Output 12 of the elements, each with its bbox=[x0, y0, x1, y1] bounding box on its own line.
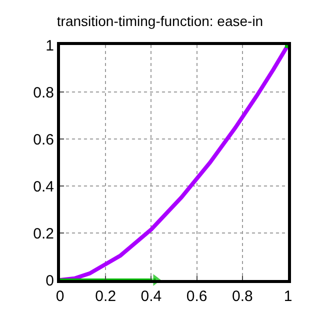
x-tick-label: 0.8 bbox=[232, 288, 253, 305]
chart-title: transition-timing-function: ease-in bbox=[56, 12, 264, 29]
x-tick-label: 0.6 bbox=[186, 288, 208, 305]
x-tick-label: 0.2 bbox=[95, 288, 116, 305]
x-tick-label: 0.4 bbox=[140, 288, 162, 305]
x-tick-label: 1 bbox=[284, 288, 292, 305]
y-tick-label: 1 bbox=[46, 37, 54, 54]
y-tick-label: 0.8 bbox=[33, 84, 54, 102]
y-tick-label: 0.2 bbox=[33, 225, 54, 242]
y-tick-label: 0.6 bbox=[33, 131, 54, 148]
y-tick-label: 0.4 bbox=[33, 178, 54, 196]
y-tick-label: 0 bbox=[46, 272, 54, 290]
